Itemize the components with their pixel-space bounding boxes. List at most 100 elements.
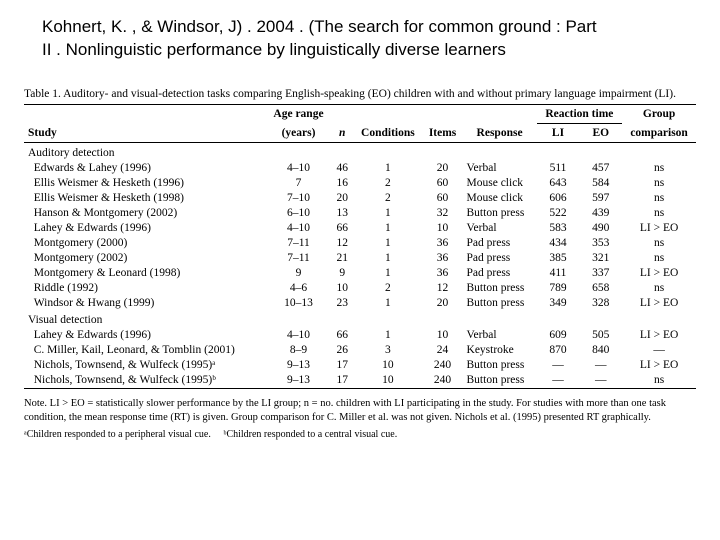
cell-cmp: ns [622, 190, 696, 205]
cell-items: 60 [423, 175, 463, 190]
cell-items: 240 [423, 358, 463, 373]
cell-li: 434 [537, 235, 580, 250]
cell-n: 66 [331, 220, 353, 235]
table-caption: Table 1. Auditory- and visual-detection … [0, 70, 720, 104]
table-row: Riddle (1992)4–610212Button press789658n… [24, 280, 696, 295]
cell-li: 411 [537, 265, 580, 280]
cell-resp: Mouse click [463, 175, 537, 190]
cell-li: 870 [537, 343, 580, 358]
section-row: Auditory detection [24, 142, 696, 160]
cell-resp: Mouse click [463, 190, 537, 205]
section-label: Visual detection [24, 310, 696, 328]
cell-age: 9–13 [266, 373, 331, 388]
col-study: Study [24, 104, 266, 142]
col-response: Response [463, 104, 537, 142]
table-note: Note. LI > EO = statistically slower per… [0, 389, 720, 426]
cell-study: Edwards & Lahey (1996) [24, 160, 266, 175]
cell-age: 7 [266, 175, 331, 190]
cell-resp: Keystroke [463, 343, 537, 358]
cell-items: 20 [423, 160, 463, 175]
footnote-a: ᵃChildren responded to a peripheral visu… [24, 429, 211, 440]
cell-li: — [537, 373, 580, 388]
cell-resp: Pad press [463, 265, 537, 280]
cell-cmp: ns [622, 175, 696, 190]
cell-n: 21 [331, 250, 353, 265]
cell-age: 6–10 [266, 205, 331, 220]
cell-n: 17 [331, 373, 353, 388]
table-body: Auditory detection Edwards & Lahey (1996… [24, 142, 696, 388]
cell-age: 9 [266, 265, 331, 280]
cell-cmp: — [622, 343, 696, 358]
cell-eo: 597 [579, 190, 622, 205]
cell-n: 16 [331, 175, 353, 190]
cell-items: 32 [423, 205, 463, 220]
cell-resp: Verbal [463, 160, 537, 175]
cell-eo: — [579, 358, 622, 373]
cell-cmp: ns [622, 280, 696, 295]
col-eo: EO [579, 123, 622, 142]
cell-cmp: LI > EO [622, 265, 696, 280]
cell-eo: 328 [579, 295, 622, 310]
page: Kohnert, K. , & Windsor, J) . 2004 . (Th… [0, 0, 720, 540]
section-row: Visual detection [24, 310, 696, 328]
cell-study: Montgomery (2000) [24, 235, 266, 250]
cell-li: — [537, 358, 580, 373]
cell-study: C. Miller, Kail, Leonard, & Tomblin (200… [24, 343, 266, 358]
cell-eo: 337 [579, 265, 622, 280]
table-row: Hanson & Montgomery (2002)6–1013132Butto… [24, 205, 696, 220]
cell-n: 9 [331, 265, 353, 280]
cell-n: 46 [331, 160, 353, 175]
cell-cond: 1 [353, 250, 422, 265]
cell-cond: 3 [353, 343, 422, 358]
cell-items: 36 [423, 265, 463, 280]
cell-study: Montgomery & Leonard (1998) [24, 265, 266, 280]
table-head: Study Age range n Conditions Items Respo… [24, 104, 696, 142]
cell-items: 12 [423, 280, 463, 295]
cell-cond: 1 [353, 235, 422, 250]
cell-cmp: ns [622, 205, 696, 220]
col-items: Items [423, 104, 463, 142]
cell-age: 4–10 [266, 160, 331, 175]
cell-age: 4–6 [266, 280, 331, 295]
cell-age: 8–9 [266, 343, 331, 358]
cell-cond: 1 [353, 220, 422, 235]
section-label: Auditory detection [24, 142, 696, 160]
footnote-row: ᵃChildren responded to a peripheral visu… [0, 426, 720, 440]
cell-resp: Button press [463, 373, 537, 388]
cell-age: 9–13 [266, 358, 331, 373]
cell-cond: 1 [353, 160, 422, 175]
cell-cmp: ns [622, 373, 696, 388]
col-group-1: Group [622, 104, 696, 123]
cell-n: 13 [331, 205, 353, 220]
cell-eo: 353 [579, 235, 622, 250]
table-row: Nichols, Townsend, & Wulfeck (1995)ᵃ9–13… [24, 358, 696, 373]
cell-items: 10 [423, 220, 463, 235]
cell-items: 24 [423, 343, 463, 358]
cell-eo: 321 [579, 250, 622, 265]
cell-resp: Pad press [463, 235, 537, 250]
cell-n: 20 [331, 190, 353, 205]
cell-li: 511 [537, 160, 580, 175]
cell-n: 26 [331, 343, 353, 358]
table-row: Nichols, Townsend, & Wulfeck (1995)ᵇ9–13… [24, 373, 696, 388]
cell-resp: Button press [463, 205, 537, 220]
table-row: Edwards & Lahey (1996)4–1046120Verbal511… [24, 160, 696, 175]
cell-li: 606 [537, 190, 580, 205]
cell-resp: Verbal [463, 328, 537, 343]
cell-study: Montgomery (2002) [24, 250, 266, 265]
cell-cond: 10 [353, 358, 422, 373]
title-line-2: II . Nonlinguistic performance by lingui… [42, 39, 688, 62]
cell-study: Riddle (1992) [24, 280, 266, 295]
footnote-b: ᵇChildren responded to a central visual … [223, 429, 397, 440]
cell-resp: Verbal [463, 220, 537, 235]
table-row: Montgomery (2000)7–1112136Pad press43435… [24, 235, 696, 250]
cell-li: 609 [537, 328, 580, 343]
cell-study: Ellis Weismer & Hesketh (1996) [24, 175, 266, 190]
cell-n: 66 [331, 328, 353, 343]
cell-eo: 505 [579, 328, 622, 343]
cell-age: 7–11 [266, 235, 331, 250]
document-title: Kohnert, K. , & Windsor, J) . 2004 . (Th… [0, 0, 720, 70]
col-group-2: comparison [622, 123, 696, 142]
cell-eo: 658 [579, 280, 622, 295]
table-row: C. Miller, Kail, Leonard, & Tomblin (200… [24, 343, 696, 358]
